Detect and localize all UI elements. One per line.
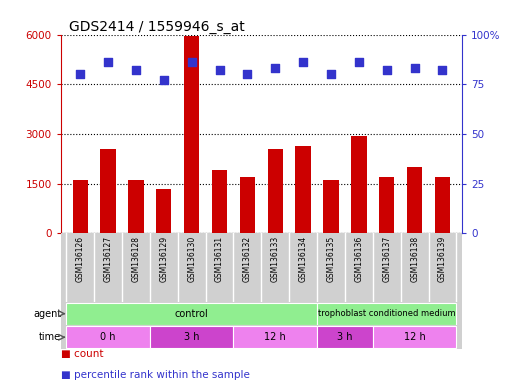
Text: GSM136130: GSM136130 — [187, 236, 196, 283]
Text: GDS2414 / 1559946_s_at: GDS2414 / 1559946_s_at — [69, 20, 244, 33]
Bar — [407, 167, 422, 233]
Bar — [351, 136, 366, 233]
Text: GSM136139: GSM136139 — [438, 236, 447, 283]
Text: GSM136126: GSM136126 — [76, 236, 84, 282]
Point — [299, 60, 307, 66]
Bar — [296, 146, 311, 233]
Point — [271, 65, 279, 71]
Text: time: time — [39, 332, 61, 342]
Text: 12 h: 12 h — [404, 332, 426, 342]
Text: GSM136132: GSM136132 — [243, 236, 252, 282]
Text: 3 h: 3 h — [184, 332, 200, 342]
Point — [355, 60, 363, 66]
Bar — [150, 326, 233, 348]
Bar — [67, 326, 150, 348]
Text: GSM136136: GSM136136 — [354, 236, 363, 283]
Bar — [323, 180, 338, 233]
Bar — [100, 149, 116, 233]
Text: GSM136137: GSM136137 — [382, 236, 391, 283]
Text: 0 h: 0 h — [100, 332, 116, 342]
Point — [76, 71, 84, 78]
Bar — [373, 326, 456, 348]
Text: control: control — [175, 309, 209, 319]
Point — [327, 71, 335, 78]
Text: ■ percentile rank within the sample: ■ percentile rank within the sample — [61, 370, 250, 380]
Text: GSM136138: GSM136138 — [410, 236, 419, 282]
Bar — [379, 177, 394, 233]
Bar — [156, 189, 172, 233]
Text: agent: agent — [33, 309, 61, 319]
Bar — [435, 177, 450, 233]
Text: GSM136127: GSM136127 — [103, 236, 112, 282]
Point — [243, 71, 252, 78]
Bar — [317, 303, 456, 324]
Point — [383, 67, 391, 73]
Point — [215, 67, 224, 73]
Text: 12 h: 12 h — [265, 332, 286, 342]
Text: GSM136128: GSM136128 — [131, 236, 140, 282]
Bar — [72, 180, 88, 233]
Text: GSM136129: GSM136129 — [159, 236, 168, 282]
Bar — [128, 180, 144, 233]
Point — [159, 77, 168, 83]
Bar — [212, 170, 227, 233]
Text: GSM136133: GSM136133 — [271, 236, 280, 283]
Bar — [268, 149, 283, 233]
Bar — [67, 303, 317, 324]
Text: GSM136131: GSM136131 — [215, 236, 224, 282]
Point — [104, 60, 112, 66]
Text: GSM136134: GSM136134 — [299, 236, 308, 283]
Point — [438, 67, 447, 73]
Bar — [184, 36, 200, 233]
Text: ■ count: ■ count — [61, 349, 103, 359]
Bar — [240, 177, 255, 233]
Point — [410, 65, 419, 71]
Text: GSM136135: GSM136135 — [326, 236, 335, 283]
Text: 3 h: 3 h — [337, 332, 353, 342]
Bar — [233, 326, 317, 348]
Bar — [317, 326, 373, 348]
Point — [132, 67, 140, 73]
Text: trophoblast conditioned medium: trophoblast conditioned medium — [318, 309, 456, 318]
Point — [187, 60, 196, 66]
